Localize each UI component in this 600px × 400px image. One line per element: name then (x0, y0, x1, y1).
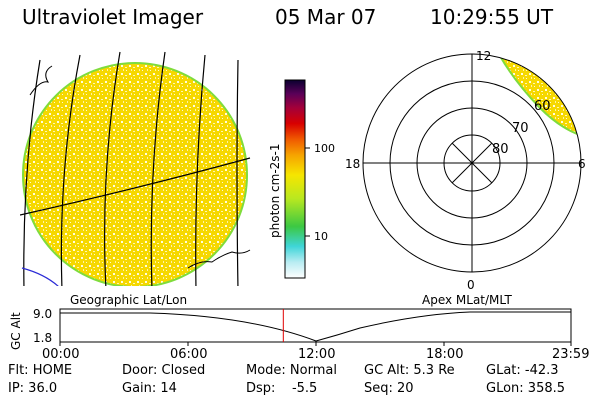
status-door: Door: Closed (122, 363, 206, 378)
coastline (21, 267, 59, 286)
emission-disk (22, 62, 248, 286)
mlt-label-18: 18 (345, 157, 360, 171)
date-label: 05 Mar 07 (275, 5, 377, 29)
timeline-axis-title: GC Alt (9, 312, 23, 350)
timeline-xtick-0000: 00:00 (42, 347, 79, 362)
color-scale-bar (284, 79, 306, 279)
mlat-label-60: 60 (534, 99, 551, 114)
polar-grid (362, 53, 582, 273)
timeline-ytick-1-8: 1.8 (33, 331, 52, 345)
timeline-xtick-2359: 23:59 (552, 347, 589, 362)
status-glat: GLat: -42.3 (486, 363, 559, 378)
time-label: 10:29:55 UT (430, 5, 554, 29)
mlt-label-6: 6 (578, 157, 586, 171)
mlat-label-80: 80 (492, 142, 509, 157)
mlat-label-70: 70 (512, 121, 529, 136)
lat-lon-grid (20, 51, 251, 286)
mlt-label-12: 12 (476, 49, 491, 63)
colorbar-unit-label: photon cm-2s-1 (268, 144, 282, 239)
instrument-title: Ultraviolet Imager (22, 5, 204, 29)
status-seq: Seq: 20 (364, 381, 414, 396)
status-glon: GLon: 358.5 (486, 381, 566, 396)
status-dsp: Dsp: -5.5 (246, 381, 318, 396)
timeline-xtick-1800: 18:00 (426, 347, 463, 362)
geographic-map (20, 51, 251, 286)
colorbar-tick-10: 10 (314, 230, 328, 243)
altitude-curve (60, 311, 571, 342)
altitude-timeline-frame (59, 308, 572, 343)
timeline-xtick-0600: 06:00 (170, 347, 207, 362)
polar-panel-label: Apex MLat/MLT (422, 293, 512, 307)
status-mode: Mode: Normal (246, 363, 337, 378)
coastline (29, 65, 53, 96)
status-ip: IP: 36.0 (8, 381, 58, 396)
coastline (187, 249, 251, 269)
mlt-label-0: 0 (467, 278, 475, 292)
timeline-xtick-1200: 12:00 (298, 347, 335, 362)
status-gain: Gain: 14 (122, 381, 177, 396)
status-gc-alt: GC Alt: 5.3 Re (364, 363, 455, 378)
colorbar-tick-100: 100 (314, 142, 335, 155)
geographic-panel-label: Geographic Lat/Lon (70, 293, 187, 307)
timeline-ytick-9: 9.0 (33, 307, 52, 321)
status-flt: Flt: HOME (8, 363, 73, 378)
